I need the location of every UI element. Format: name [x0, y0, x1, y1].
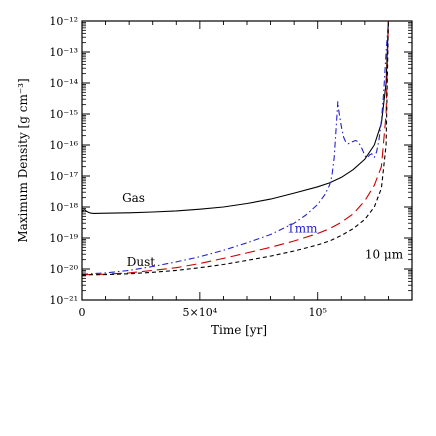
y-tick-label: 10⁻²¹: [49, 294, 78, 307]
x-tick-label: 0: [79, 306, 86, 319]
annotation-label: Dust: [127, 255, 156, 269]
y-tick-label: 10⁻¹⁴: [49, 77, 78, 90]
series-line-series-2: [82, 21, 389, 276]
y-tick-label: 10⁻¹⁹: [49, 232, 78, 245]
series-line-10-m: [82, 21, 389, 276]
plot-frame: [81, 20, 413, 301]
x-tick-label: 10⁵: [309, 306, 327, 319]
y-tick-label: 10⁻²⁰: [49, 263, 78, 276]
y-tick-label: 10⁻¹⁶: [49, 139, 78, 152]
y-tick-label: 10⁻¹⁷: [49, 170, 78, 183]
x-tick-label: 5×10⁴: [183, 306, 218, 319]
x-axis-ticks: 0 5×10⁴ 10⁵: [79, 21, 389, 319]
annotation-label: 1mm: [287, 222, 318, 236]
y-tick-label: 10⁻¹³: [49, 46, 78, 59]
annotation-label: 10 μm: [365, 247, 404, 261]
annotation-label: Gas: [122, 191, 145, 205]
y-tick-label: 10⁻¹⁸: [49, 201, 78, 214]
y-tick-label: 10⁻¹⁵: [49, 108, 78, 121]
annotations-group: Gas 1mm 10 μm Dust: [122, 191, 404, 269]
y-axis-label: Maximum Density [g cm⁻³]: [16, 78, 30, 242]
series-line-1mm: [82, 21, 389, 275]
x-axis-label: Time [yr]: [211, 323, 267, 337]
series-group: [82, 21, 389, 276]
series-line-gas: [82, 21, 389, 214]
y-tick-label: 10⁻¹²: [49, 15, 78, 28]
